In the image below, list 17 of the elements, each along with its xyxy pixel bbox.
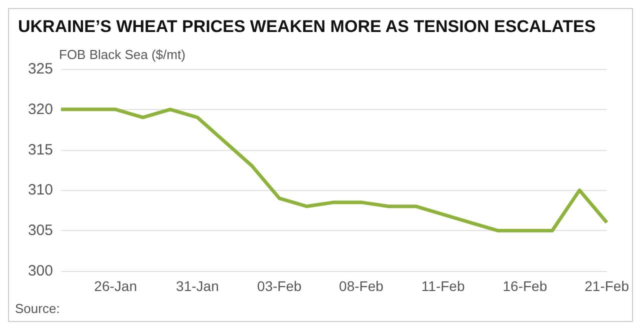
y-tick-label: 305 bbox=[28, 222, 53, 240]
x-tick-label: 08-Feb bbox=[339, 278, 384, 294]
x-tick-label: 16-Feb bbox=[502, 278, 548, 294]
line-series bbox=[59, 108, 609, 232]
y-tick-label: 325 bbox=[28, 60, 53, 78]
x-tick-label: 26-Jan bbox=[94, 278, 137, 294]
source-note: Source: bbox=[15, 301, 60, 316]
x-tick-label: 03-Feb bbox=[257, 278, 302, 294]
x-tick-label: 31-Jan bbox=[176, 278, 219, 294]
chart-title: UKRAINE’S WHEAT PRICES WEAKEN MORE AS TENSION ESCALATES bbox=[18, 17, 596, 36]
y-tick-label: 320 bbox=[28, 100, 53, 118]
x-tick-label: 21-Feb bbox=[584, 278, 630, 294]
y-tick-label: 315 bbox=[28, 141, 53, 158]
y-axis-title: FOB Black Sea ($/mt) bbox=[59, 47, 186, 62]
x-tick-label: 11-Feb bbox=[421, 278, 465, 294]
y-tick-label: 300 bbox=[28, 262, 53, 280]
y-tick-label: 310 bbox=[28, 182, 53, 199]
